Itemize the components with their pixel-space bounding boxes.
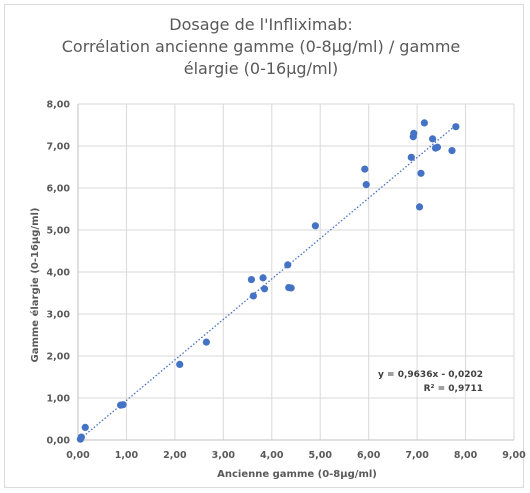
x-axis-title: Ancienne gamme (0-8µg/ml) bbox=[217, 469, 377, 480]
x-tick-label: 3,00 bbox=[212, 450, 236, 461]
data-points bbox=[76, 119, 460, 443]
x-tick-label: 9,00 bbox=[502, 450, 526, 461]
y-tick-label: 0,00 bbox=[47, 436, 71, 447]
tick-labels: 0,00 1,00 2,00 3,00 4,00 5,00 6,00 7,00 8,00 0,00… bbox=[47, 100, 527, 462]
y-tick-label: 3,00 bbox=[47, 310, 71, 321]
data-point bbox=[202, 338, 210, 346]
r-squared-label: R² = 0,9711 bbox=[424, 384, 483, 394]
x-tick-label: 4,00 bbox=[260, 450, 284, 461]
y-axis-title: Gamme élargie (0-16µg/ml) bbox=[29, 208, 41, 363]
data-point bbox=[119, 401, 127, 409]
y-tick-label: 1,00 bbox=[47, 394, 71, 405]
data-point bbox=[361, 165, 369, 173]
trendline-layer bbox=[80, 124, 457, 440]
data-point bbox=[362, 181, 370, 189]
data-point bbox=[429, 135, 437, 143]
data-point bbox=[249, 292, 257, 300]
data-point bbox=[415, 203, 424, 211]
chart-title-line-1: Dosage de l'Infliximab: bbox=[169, 15, 353, 34]
data-point bbox=[433, 143, 442, 151]
data-point bbox=[259, 274, 267, 282]
data-point bbox=[448, 147, 456, 155]
data-point bbox=[417, 169, 425, 177]
x-tick-label: 1,00 bbox=[115, 450, 139, 461]
data-point bbox=[247, 275, 256, 284]
y-tick-label: 6,00 bbox=[47, 184, 71, 195]
data-point bbox=[287, 284, 295, 292]
x-tick-label: 8,00 bbox=[454, 450, 478, 461]
y-tick-label: 4,00 bbox=[47, 268, 71, 279]
y-tick-label: 8,00 bbox=[47, 100, 71, 111]
data-point bbox=[420, 119, 428, 127]
y-tick-label: 7,00 bbox=[47, 142, 71, 153]
data-point bbox=[260, 285, 269, 293]
axes bbox=[77, 104, 514, 441]
y-tick-label: 2,00 bbox=[47, 352, 71, 363]
data-point bbox=[452, 123, 460, 131]
chart-frame bbox=[4, 4, 524, 488]
x-tick-label: 2,00 bbox=[163, 450, 187, 461]
data-point bbox=[407, 153, 415, 161]
data-point bbox=[81, 423, 89, 431]
data-point bbox=[284, 261, 292, 269]
data-point bbox=[311, 222, 319, 230]
data-point bbox=[176, 360, 184, 368]
chart-title-line-2: Corrélation ancienne gamme (0-8µg/ml) / … bbox=[61, 37, 461, 56]
trendline bbox=[80, 124, 457, 440]
y-tick-label: 5,00 bbox=[47, 226, 71, 237]
x-tick-label: 7,00 bbox=[405, 450, 429, 461]
data-point bbox=[410, 129, 418, 137]
x-tick-label: 0,00 bbox=[66, 450, 90, 461]
data-point bbox=[77, 433, 85, 441]
chart-title: Dosage de l'Infliximab: Corrélation anci… bbox=[0, 14, 522, 80]
chart-title-line-3: élargie (0-16µg/ml) bbox=[183, 59, 339, 78]
x-tick-label: 6,00 bbox=[357, 450, 381, 461]
gridlines bbox=[78, 103, 515, 440]
x-tick-label: 5,00 bbox=[308, 450, 332, 461]
trendline-equation: y = 0,9636x - 0,0202 bbox=[378, 370, 483, 380]
